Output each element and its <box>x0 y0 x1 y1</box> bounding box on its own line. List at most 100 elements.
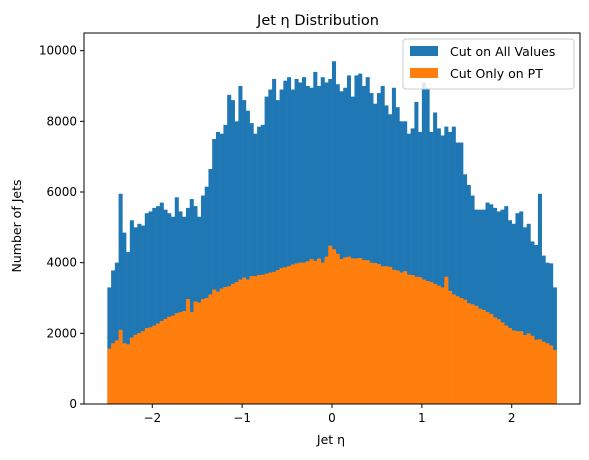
legend-label-cut-pt: Cut Only on PT <box>450 66 543 81</box>
bar <box>365 77 370 405</box>
bar <box>485 202 490 404</box>
bar <box>545 262 550 404</box>
bar <box>463 299 468 404</box>
bar <box>361 260 366 404</box>
bar <box>156 206 161 404</box>
bar <box>481 310 486 404</box>
bar <box>470 304 475 404</box>
bar <box>272 271 277 404</box>
bar <box>429 282 434 404</box>
legend-swatch-cut-all <box>410 46 438 56</box>
bar <box>219 133 224 404</box>
bar <box>287 77 292 405</box>
bar <box>294 78 299 404</box>
bar <box>129 337 134 404</box>
bar <box>305 86 310 404</box>
bar <box>148 211 153 404</box>
legend-swatch-cut-pt <box>410 68 438 78</box>
bar <box>507 328 513 404</box>
bar <box>391 269 396 404</box>
bar <box>358 258 363 404</box>
bar <box>156 323 161 404</box>
bar <box>500 209 505 404</box>
bar <box>167 316 172 404</box>
bar <box>339 259 344 404</box>
bar <box>144 213 149 404</box>
bar <box>478 209 483 404</box>
bar <box>343 257 348 404</box>
y-tick-label: 6000 <box>46 185 77 199</box>
bar <box>552 349 557 404</box>
bar <box>346 75 352 405</box>
series-1 <box>107 245 557 404</box>
y-tick-label: 4000 <box>46 256 77 270</box>
bar <box>534 339 539 404</box>
bar <box>107 348 112 404</box>
bar <box>399 121 404 404</box>
bar <box>182 216 187 404</box>
bar <box>215 131 220 404</box>
bar <box>264 96 269 404</box>
x-tick-label: −2 <box>143 411 161 425</box>
bar <box>178 312 183 404</box>
bar <box>451 126 456 404</box>
chart-title: Jet η Distribution <box>256 13 379 29</box>
bar <box>227 286 232 404</box>
bar <box>208 294 213 404</box>
bar <box>425 281 430 404</box>
bar <box>335 84 340 404</box>
y-axis-label: Number of Jets <box>9 180 24 273</box>
bar <box>421 279 426 404</box>
bar <box>549 263 554 404</box>
bar <box>245 279 250 404</box>
bar <box>380 266 385 404</box>
bar <box>294 263 299 404</box>
bar <box>283 80 288 404</box>
bar <box>440 135 445 404</box>
bar <box>339 91 344 405</box>
bar <box>410 128 415 404</box>
bar <box>515 213 520 404</box>
bar <box>459 298 464 404</box>
bar <box>492 317 498 404</box>
bar <box>287 266 292 404</box>
x-tick-label: −1 <box>233 411 251 425</box>
bar <box>219 288 224 404</box>
bar <box>313 71 318 404</box>
bar <box>324 256 329 404</box>
bar <box>204 298 209 404</box>
y-tick-label: 2000 <box>46 326 77 340</box>
bar <box>507 220 513 404</box>
bar <box>474 305 479 404</box>
bar <box>395 270 400 404</box>
bar <box>137 332 142 404</box>
bar <box>444 276 449 404</box>
bar <box>230 283 235 404</box>
bar <box>178 211 183 404</box>
x-tick-label: 0 <box>328 411 336 425</box>
bar <box>489 313 494 404</box>
bar <box>313 260 318 404</box>
bar <box>200 299 206 404</box>
bar <box>268 272 273 404</box>
bar <box>526 333 531 404</box>
bar <box>545 343 550 404</box>
legend: Cut on All Values Cut Only on PT <box>402 38 575 90</box>
bar <box>373 263 378 404</box>
bar <box>463 174 468 404</box>
bar <box>414 101 419 405</box>
bar <box>485 312 490 404</box>
bar <box>534 245 539 404</box>
bar <box>212 139 217 404</box>
bar <box>373 103 378 405</box>
bar <box>522 227 527 404</box>
bar <box>171 216 176 404</box>
bar <box>242 100 247 404</box>
bar <box>537 193 542 404</box>
bar <box>496 211 501 404</box>
legend-label-cut-all: Cut on All Values <box>450 44 555 59</box>
bar <box>275 100 280 404</box>
bar <box>376 93 381 405</box>
y-tick-label: 0 <box>69 397 77 411</box>
bar <box>455 142 460 405</box>
